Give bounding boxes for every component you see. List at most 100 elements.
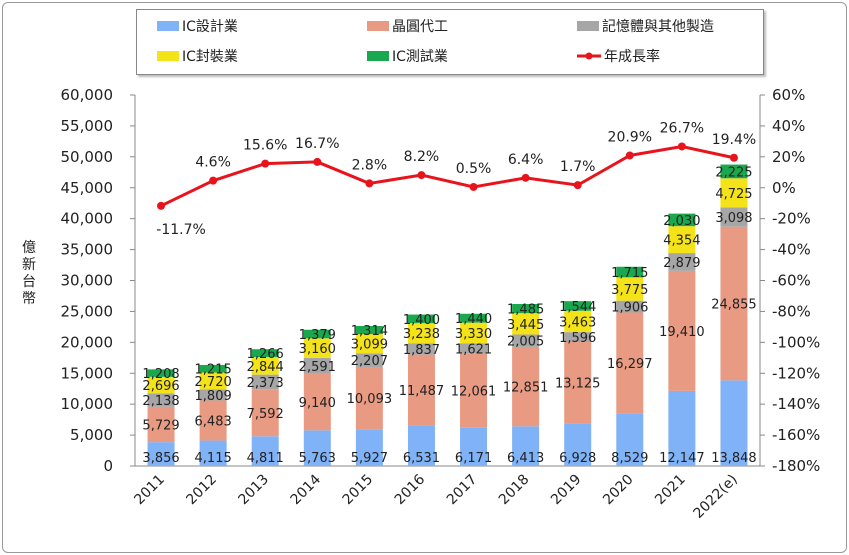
- bar-value-label: 3,330: [455, 327, 492, 342]
- x-tick-label: 2015: [340, 472, 377, 509]
- bar-value-label: 3,238: [403, 327, 440, 342]
- bar-value-label: 2,591: [299, 360, 336, 375]
- y2-tick-label: 60%: [772, 86, 805, 104]
- y2-tick-label: 40%: [772, 117, 805, 135]
- x-tick-label: 2011: [131, 472, 168, 509]
- growth-point: [677, 142, 686, 151]
- legend-label: IC測試業: [392, 49, 448, 65]
- bar-value-label: 9,140: [299, 396, 336, 411]
- y2-tick-label: -100%: [772, 333, 820, 351]
- bar-value-label: 2,844: [247, 360, 284, 375]
- y-tick-label: 15,000: [61, 364, 114, 382]
- x-tick-label: 2014: [288, 471, 325, 508]
- bar-segment: [668, 390, 696, 466]
- x-tick-label: 2013: [236, 472, 273, 509]
- y2-tick-label: -20%: [772, 210, 811, 228]
- bar-value-label: 1,400: [403, 313, 440, 328]
- bar-segment: [355, 334, 383, 354]
- bar-value-label: 5,763: [299, 451, 336, 466]
- bar-value-label: 2,225: [715, 165, 752, 180]
- y2-tick-label: -160%: [772, 426, 820, 444]
- growth-label: 1.7%: [560, 159, 596, 175]
- y2-tick-label: -120%: [772, 364, 820, 382]
- growth-point: [261, 159, 270, 168]
- bar-segment: [251, 349, 279, 358]
- legend-label: IC封裝業: [182, 49, 238, 65]
- growth-label: 20.9%: [608, 129, 652, 145]
- bar-segment: [668, 270, 696, 391]
- legend-line-marker: [577, 52, 601, 60]
- legend-label: IC設計業: [182, 19, 238, 35]
- growth-point: [573, 181, 582, 190]
- bar-value-label: 1,621: [455, 342, 492, 357]
- bar-value-label: 1,440: [455, 312, 492, 327]
- bar-segment: [251, 374, 279, 390]
- bar-value-label: 10,093: [347, 392, 393, 407]
- x-tick-label: 2020: [600, 472, 637, 509]
- bar-segment: [460, 427, 488, 466]
- bar-segment: [407, 343, 435, 355]
- y2-tick-label: -180%: [772, 457, 820, 475]
- legend-label: 晶圓代工: [392, 19, 448, 35]
- legend-item-foundry: 晶圓代工: [367, 16, 448, 36]
- bar-segment: [668, 253, 696, 271]
- legend-swatch: [367, 21, 389, 31]
- growth-label: 2.8%: [352, 157, 388, 173]
- bar-value-label: 4,725: [715, 187, 752, 202]
- bar-segment: [564, 342, 592, 424]
- bar-value-label: 2,207: [351, 354, 388, 369]
- bar-value-label: 12,147: [659, 451, 705, 466]
- bar-segment: [720, 207, 748, 227]
- bar-segment: [355, 366, 383, 430]
- growth-label: 6.4%: [508, 152, 544, 168]
- growth-point: [157, 201, 166, 210]
- y-axis-label: 億新台幣: [22, 240, 36, 307]
- bar-value-label: 3,856: [142, 451, 179, 466]
- bar-value-label: 7,592: [247, 407, 284, 422]
- y2-tick-label: -140%: [772, 395, 820, 413]
- bar-value-label: 8,529: [611, 451, 648, 466]
- x-tick-label: 2012: [183, 472, 220, 509]
- bar-segment: [355, 326, 383, 335]
- bar-segment: [564, 332, 592, 343]
- bar-value-label: 1,906: [611, 301, 648, 316]
- bar-segment: [407, 314, 435, 324]
- bar-segment: [303, 373, 331, 431]
- bar-value-label: 1,715: [611, 266, 648, 281]
- bar-value-label: 2,879: [663, 256, 700, 271]
- legend-item-packaging: IC封裝業: [157, 46, 238, 66]
- bar-value-label: 2,138: [142, 394, 179, 409]
- legend-item-growth: 年成長率: [577, 46, 660, 66]
- bar-value-label: 1,809: [195, 389, 232, 404]
- bar-segment: [616, 300, 644, 313]
- bar-value-label: 1,215: [195, 363, 232, 378]
- y-tick-label: 25,000: [61, 302, 114, 320]
- bar-value-label: 3,445: [507, 318, 544, 333]
- growth-label: 16.7%: [295, 136, 339, 152]
- growth-label: 15.6%: [243, 138, 287, 154]
- bar-value-label: 3,099: [351, 338, 388, 353]
- bar-value-label: 4,354: [663, 234, 700, 249]
- bar-value-label: 24,855: [711, 298, 757, 313]
- bar-segment: [355, 353, 383, 367]
- growth-label: 26.7%: [660, 120, 704, 136]
- legend-swatch: [157, 51, 179, 61]
- bar-segment: [616, 312, 644, 414]
- bar-value-label: 11,487: [399, 384, 445, 399]
- x-tick-label: 2022(e): [690, 472, 740, 522]
- bar-value-label: 6,531: [403, 451, 440, 466]
- bar-segment: [460, 343, 488, 354]
- bar-segment: [616, 277, 644, 301]
- y-tick-label: 20,000: [61, 333, 114, 351]
- bar-segment: [199, 400, 227, 441]
- y-tick-label: 45,000: [61, 179, 114, 197]
- bar-value-label: 13,125: [555, 377, 601, 392]
- legend-swatch: [577, 21, 599, 31]
- bar-segment: [564, 301, 592, 311]
- y-tick-label: 35,000: [61, 241, 114, 259]
- bar-segment: [147, 393, 175, 407]
- bar-segment: [668, 226, 696, 254]
- bar-segment: [147, 442, 175, 466]
- bar-segment: [616, 266, 644, 278]
- x-tick-label: 2017: [444, 472, 481, 509]
